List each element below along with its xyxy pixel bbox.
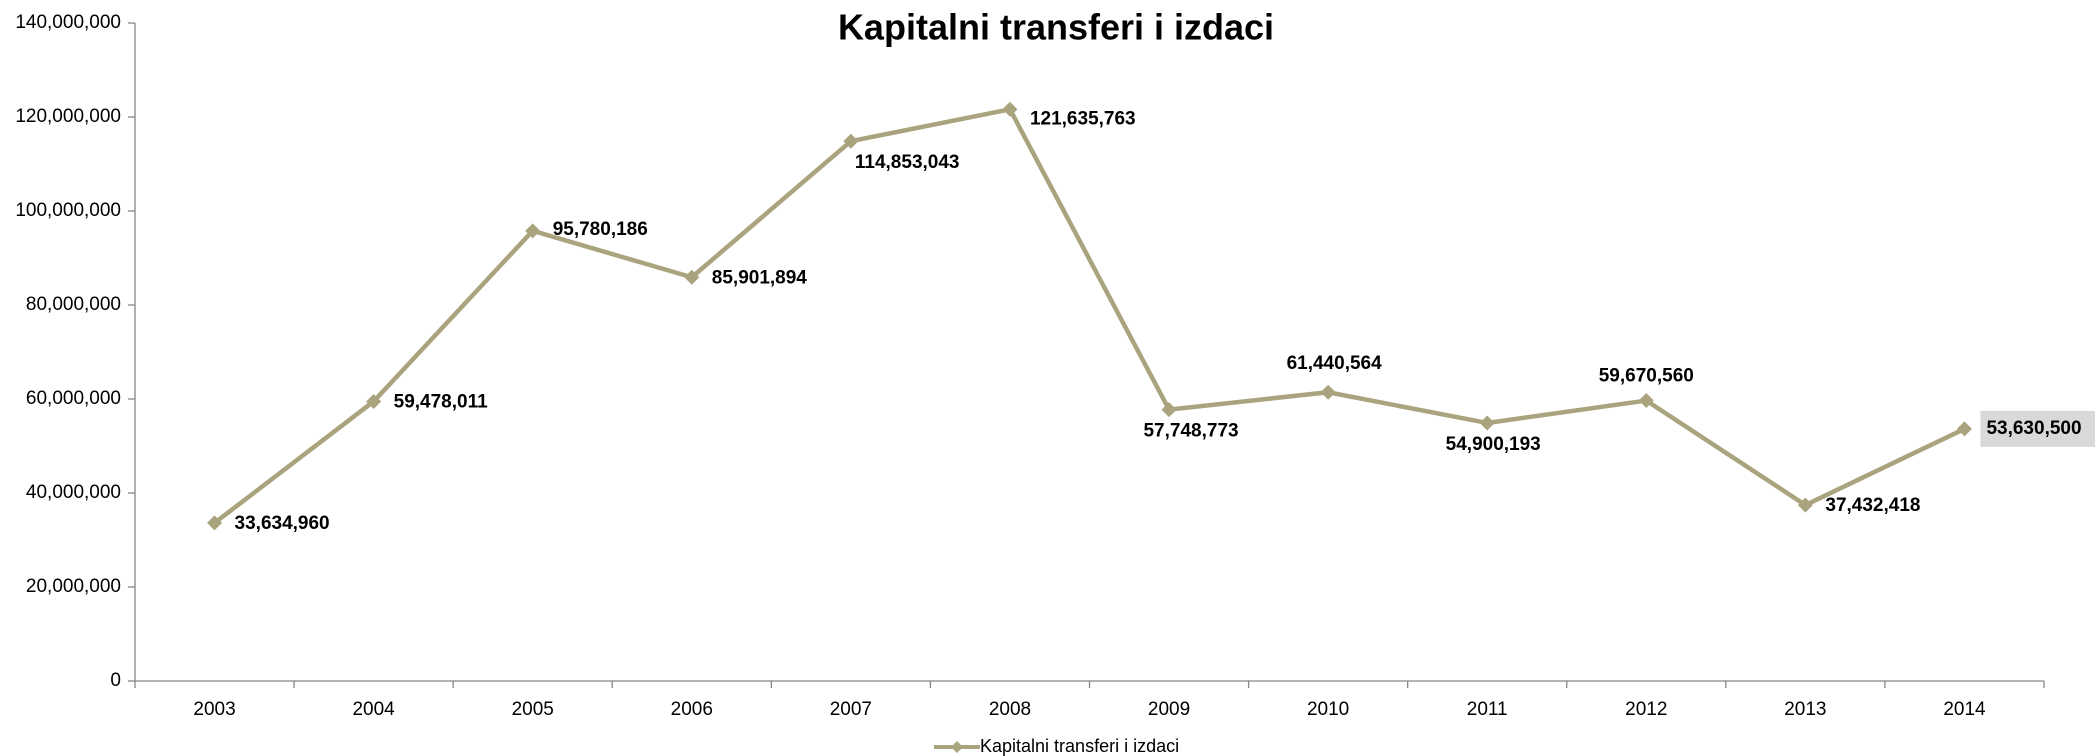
x-tick-label: 2004 (352, 699, 395, 720)
data-label: 121,635,763 (1030, 108, 1136, 129)
data-label: 37,432,418 (1825, 495, 1920, 516)
x-tick-label: 2012 (1625, 699, 1667, 720)
marker (366, 393, 382, 409)
x-tick-label: 2007 (830, 699, 872, 720)
x-tick-label: 2010 (1307, 699, 1349, 720)
marker (1956, 421, 1972, 437)
data-label: 95,780,186 (553, 219, 648, 240)
x-tick-label: 2008 (989, 699, 1031, 720)
x-tick-label: 2011 (1467, 699, 1508, 720)
marker (1320, 384, 1336, 400)
marker (207, 515, 223, 531)
series-line (213, 107, 1966, 525)
marker (1161, 402, 1177, 418)
x-tick-label: 2013 (1784, 699, 1826, 720)
y-tick-label: 60,000,000 (26, 388, 121, 409)
y-tick-label: 80,000,000 (26, 294, 121, 315)
y-tick-label: 40,000,000 (26, 482, 121, 503)
data-label: 54,900,193 (1446, 434, 1541, 455)
data-label: 61,440,564 (1287, 353, 1383, 374)
legend-marker (951, 741, 963, 753)
data-label: 53,630,500 (1986, 418, 2081, 439)
data-label: 114,853,043 (855, 152, 960, 173)
y-tick-label: 120,000,000 (15, 106, 121, 127)
marker (1638, 393, 1654, 409)
y-tick-label: 20,000,000 (26, 576, 121, 597)
y-tick-label: 100,000,000 (15, 200, 121, 221)
x-tick-label: 2009 (1148, 699, 1190, 720)
marker (525, 223, 541, 239)
marker (1797, 497, 1813, 513)
data-label: 57,748,773 (1143, 421, 1238, 442)
marker (1002, 101, 1018, 117)
data-label: 59,478,011 (394, 391, 488, 412)
data-label: 59,670,560 (1599, 366, 1694, 387)
marker (1479, 415, 1495, 431)
marker (684, 269, 700, 285)
data-label: 33,634,960 (235, 513, 330, 534)
label-highlight (1980, 410, 2095, 447)
data-label: 85,901,894 (712, 267, 808, 288)
y-tick-label: 140,000,000 (15, 12, 121, 33)
legend-label: Kapitalni transferi i izdaci (980, 736, 1179, 756)
marker (843, 133, 859, 149)
x-tick-label: 2003 (193, 699, 235, 720)
x-tick-label: 2006 (671, 699, 713, 720)
y-tick-label: 0 (110, 670, 121, 691)
x-tick-label: 2014 (1943, 699, 1986, 720)
chart-title: Kapitalni transferi i izdaci (838, 7, 1274, 48)
x-tick-label: 2005 (512, 699, 554, 720)
